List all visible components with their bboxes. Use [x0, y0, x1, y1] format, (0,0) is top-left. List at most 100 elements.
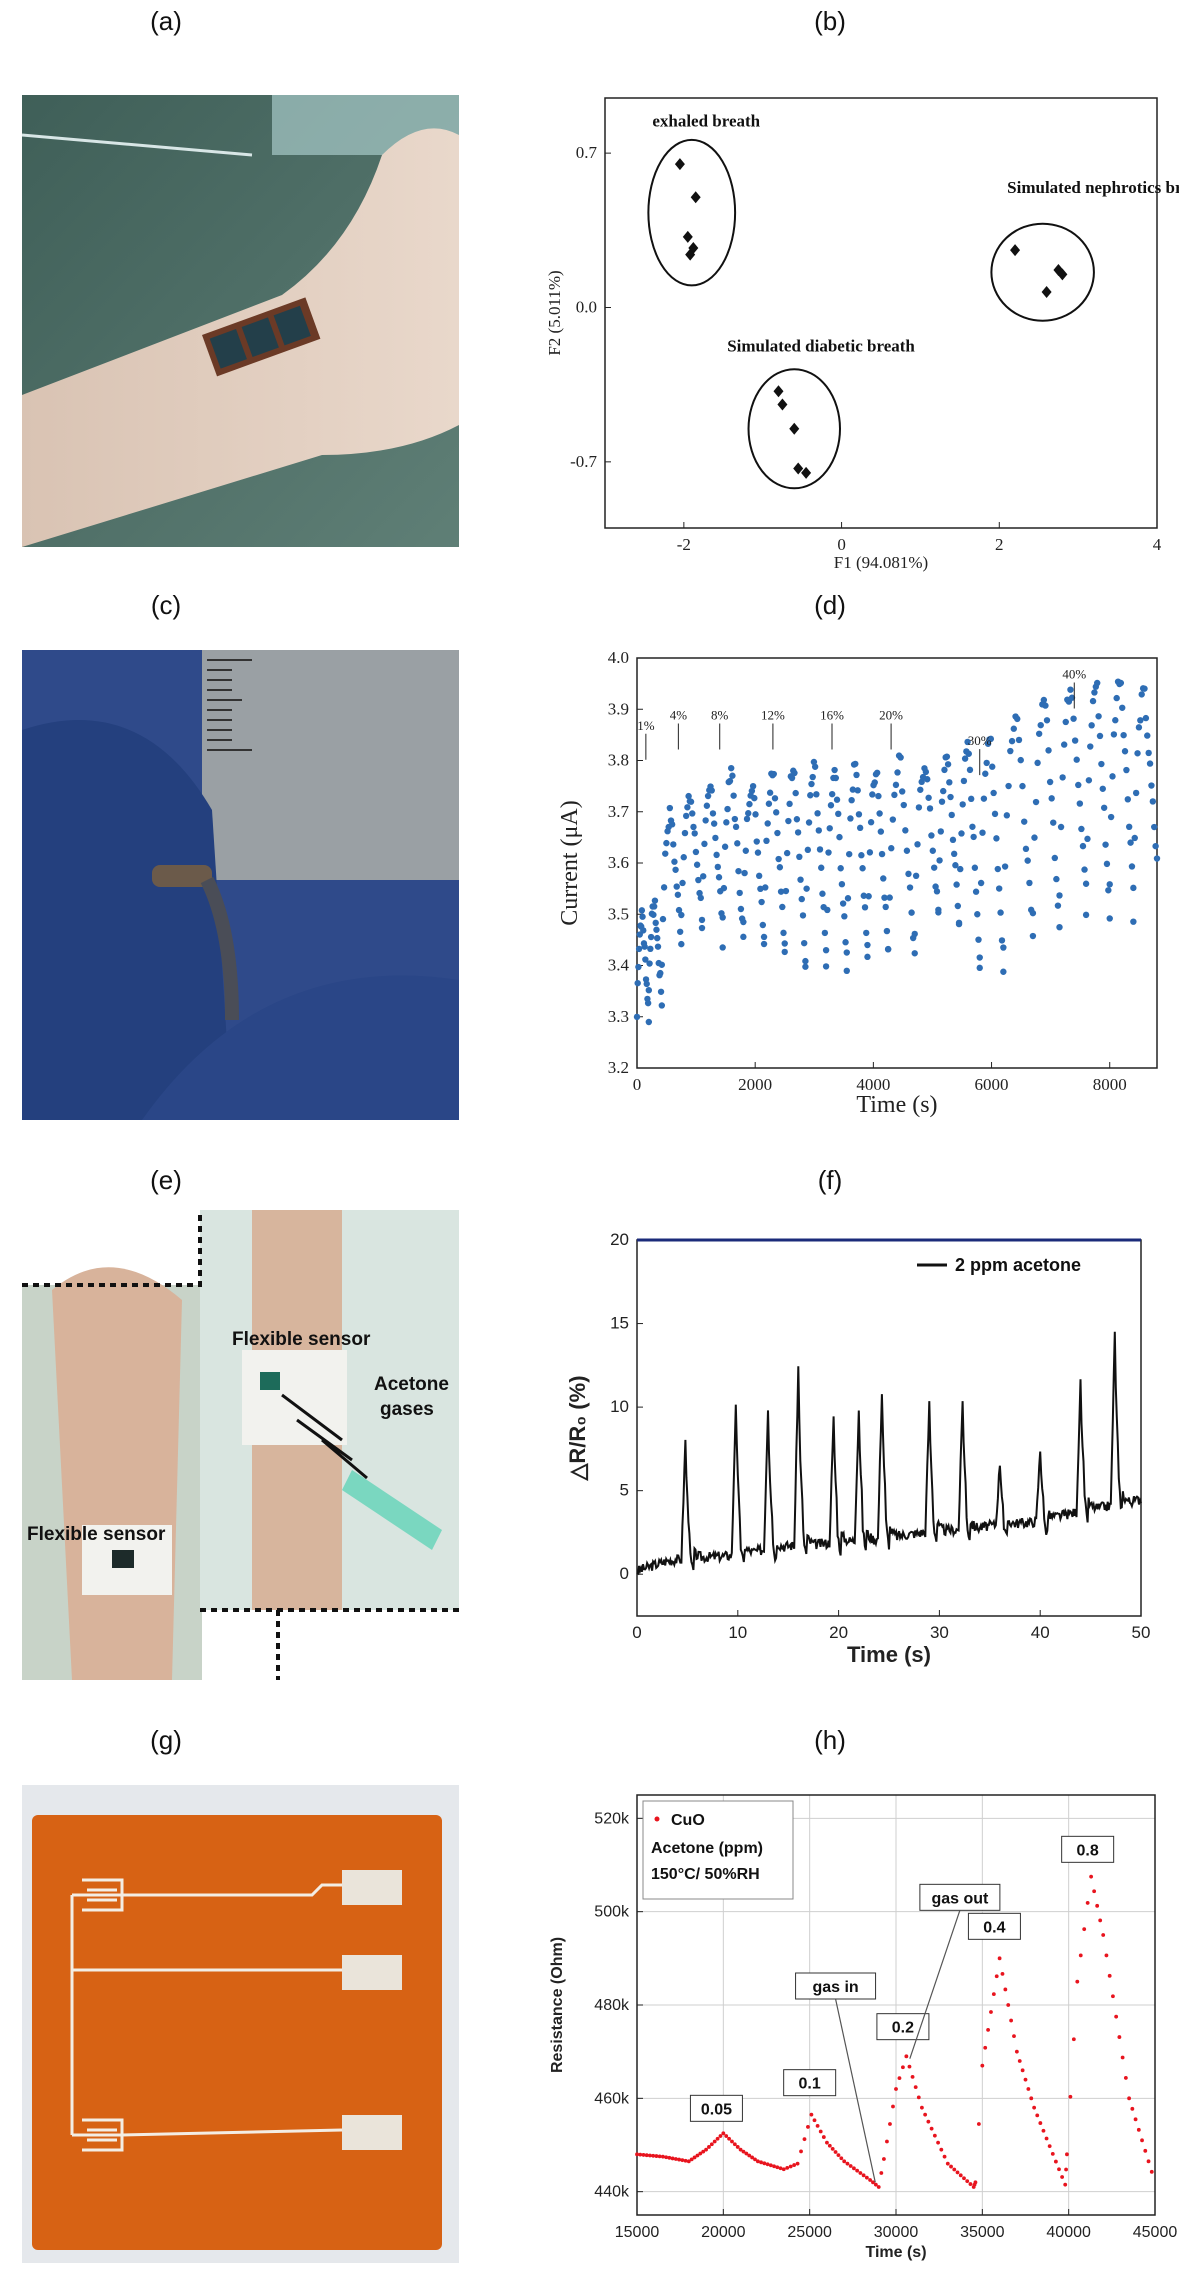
data-point — [815, 827, 822, 834]
data-point — [1042, 702, 1049, 709]
data-point — [871, 2180, 875, 2185]
data-point — [1131, 834, 1138, 842]
data-point — [975, 936, 982, 943]
data-point — [1000, 968, 1007, 975]
panel-label-c: (c) — [150, 590, 182, 620]
data-point — [860, 892, 868, 899]
panel-label-e: (e) — [150, 1165, 182, 1195]
data-point — [852, 2166, 856, 2171]
data-point — [1123, 766, 1130, 774]
data-point — [695, 876, 702, 884]
data-point — [943, 753, 951, 760]
data-point — [1082, 911, 1090, 919]
data-point — [686, 2159, 691, 2164]
data-point — [1009, 2018, 1014, 2023]
data-point — [843, 949, 850, 956]
data-point — [972, 888, 980, 895]
data-point — [1005, 782, 1012, 790]
data-point — [968, 2182, 973, 2186]
data-point — [763, 837, 770, 845]
x-tick-label: 10 — [728, 1623, 747, 1642]
chart-b-svg: -2 0 2 4 0.7 0.0 -0.7 F1 (94.081%) F2 (5.011%) ex… — [545, 97, 1179, 572]
data-point — [935, 906, 942, 913]
data-point — [1103, 860, 1111, 868]
data-point — [677, 2157, 681, 2162]
data-point — [684, 804, 691, 811]
data-point — [753, 838, 760, 845]
data-point — [736, 889, 743, 897]
data-point — [822, 946, 830, 954]
data-point — [679, 879, 686, 887]
data-point — [715, 874, 723, 881]
data-point — [1137, 717, 1144, 724]
data-point — [764, 820, 771, 827]
data-point — [905, 870, 912, 878]
data-point — [911, 930, 918, 938]
data-point — [1151, 823, 1158, 831]
data-point — [726, 777, 734, 785]
data-point — [1012, 2034, 1016, 2039]
data-point — [987, 735, 995, 743]
data-point — [1022, 845, 1030, 853]
data-point — [644, 999, 652, 1007]
data-point — [1146, 760, 1154, 767]
data-point — [1134, 750, 1141, 757]
data-point — [772, 2164, 776, 2169]
data-point — [680, 2158, 685, 2163]
data-point — [882, 903, 889, 911]
data-point — [1029, 932, 1037, 940]
y-tick-label: 3.5 — [608, 904, 629, 923]
data-point — [847, 815, 854, 822]
chart-h-svg: 15000 20000 25000 30000 35000 40000 45000 440k 4… — [549, 1794, 1177, 2261]
data-point — [885, 2139, 889, 2144]
data-point — [1014, 2049, 1019, 2054]
data-point — [794, 829, 802, 836]
data-point — [1075, 781, 1082, 789]
data-point — [937, 828, 944, 835]
data-point — [888, 2122, 892, 2126]
data-point — [692, 848, 700, 856]
data-point — [980, 795, 988, 802]
legend-title: Acetone (ppm) — [651, 1840, 763, 1857]
data-point — [1045, 747, 1052, 754]
data-point — [1130, 918, 1137, 925]
data-point — [652, 919, 659, 927]
data-point — [976, 964, 983, 972]
y-tick-label: 20 — [610, 1230, 629, 1249]
data-point — [783, 849, 791, 857]
data-point — [822, 963, 830, 970]
data-point — [846, 850, 853, 858]
data-point — [830, 2146, 835, 2151]
data-point — [766, 789, 774, 796]
data-point — [960, 777, 968, 785]
data-point — [906, 884, 914, 891]
concentration-label: 40% — [1062, 667, 1086, 682]
data-point — [1038, 2121, 1043, 2125]
data-point — [732, 823, 740, 831]
y-tick-label: 4.0 — [608, 648, 629, 667]
data-point — [922, 768, 930, 776]
cluster-ellipse — [990, 222, 1095, 322]
condition-label: 150°C/ 50%RH — [651, 1866, 760, 1883]
data-point — [1123, 2076, 1128, 2080]
data-point — [845, 2161, 850, 2166]
data-point — [1003, 812, 1011, 819]
data-point — [821, 929, 829, 937]
data-point — [925, 794, 932, 801]
data-point — [837, 865, 844, 872]
data-point — [1142, 714, 1150, 722]
y-axis-label: F2 (5.011%) — [545, 270, 564, 355]
data-point — [1014, 715, 1021, 723]
data-point — [977, 879, 985, 887]
data-point — [964, 738, 971, 746]
data-point — [724, 805, 731, 813]
data-point — [904, 2054, 909, 2059]
data-point — [698, 916, 706, 924]
y-tick-label: 3.2 — [608, 1058, 629, 1077]
data-point — [844, 895, 852, 902]
data-point — [719, 944, 726, 951]
data-point — [1075, 1979, 1080, 1984]
data-point — [914, 841, 921, 848]
data-point — [804, 846, 812, 854]
